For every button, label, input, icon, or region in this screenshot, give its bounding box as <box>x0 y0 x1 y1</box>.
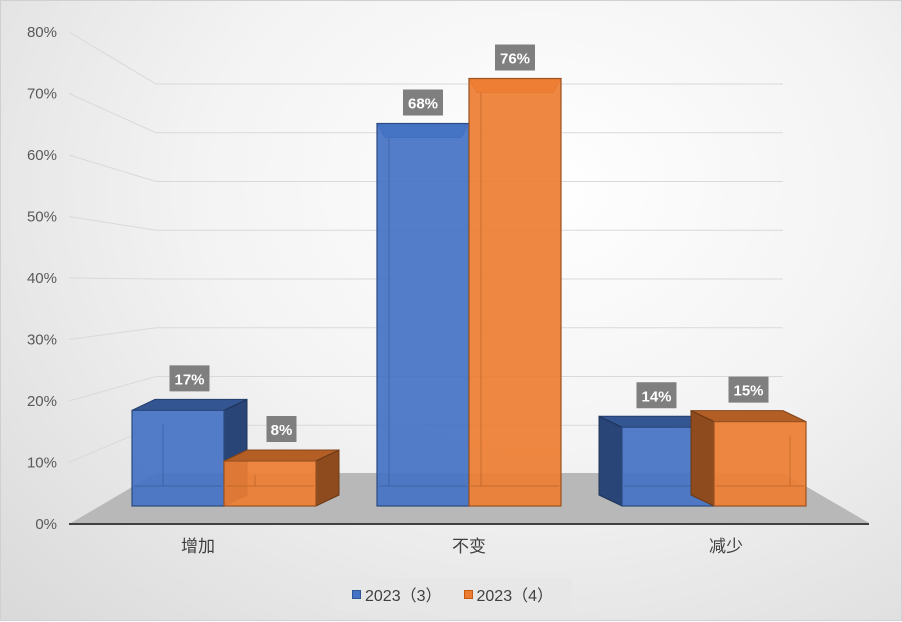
gridline <box>68 31 783 85</box>
bar-side <box>598 415 623 507</box>
y-tick-label: 60% <box>27 147 57 164</box>
data-label: 14% <box>641 388 671 405</box>
category-label: 减少 <box>709 537 743 556</box>
bar <box>713 421 807 507</box>
y-tick-label: 80% <box>27 24 57 41</box>
y-tick-label: 70% <box>27 86 57 103</box>
category-label: 增加 <box>181 537 215 556</box>
legend-item-series-1: 2023（3） <box>352 582 442 606</box>
legend-swatch-series-1 <box>352 589 361 599</box>
gridline <box>68 277 783 280</box>
y-tick-label: 10% <box>27 455 57 472</box>
gridline <box>68 216 783 231</box>
data-label-box <box>495 44 535 71</box>
legend-label-series-1: 2023（3） <box>365 588 442 605</box>
bar <box>376 122 470 507</box>
legend-item-series-2: 2023（4） <box>463 582 554 606</box>
y-tick-label: 20% <box>27 393 57 410</box>
data-label: 8% <box>271 422 293 439</box>
data-label: 15% <box>733 383 763 400</box>
data-label-box <box>169 365 210 392</box>
legend: 2023（3） 2023（4） <box>333 578 572 610</box>
bar <box>223 460 317 507</box>
data-label: 76% <box>500 51 530 68</box>
gridline <box>68 154 783 182</box>
data-label: 17% <box>174 371 204 388</box>
legend-swatch-series-2 <box>463 589 473 599</box>
y-tick-label: 40% <box>27 270 57 287</box>
category-label: 不变 <box>452 537 486 556</box>
bar-side <box>690 409 715 507</box>
y-tick-label: 0% <box>35 516 57 533</box>
data-label: 68% <box>408 96 438 113</box>
gridline <box>68 376 783 402</box>
legend-label-series-2: 2023（4） <box>476 588 554 605</box>
y-tick-label: 30% <box>27 332 57 349</box>
data-label-box <box>403 89 443 116</box>
gridline <box>68 93 783 134</box>
y-tick-label: 50% <box>27 209 57 226</box>
data-label-box <box>636 382 677 409</box>
gridline <box>68 327 783 340</box>
bar <box>468 77 562 507</box>
bar <box>131 409 225 507</box>
data-label-box <box>728 376 769 403</box>
data-label-box <box>266 416 297 442</box>
